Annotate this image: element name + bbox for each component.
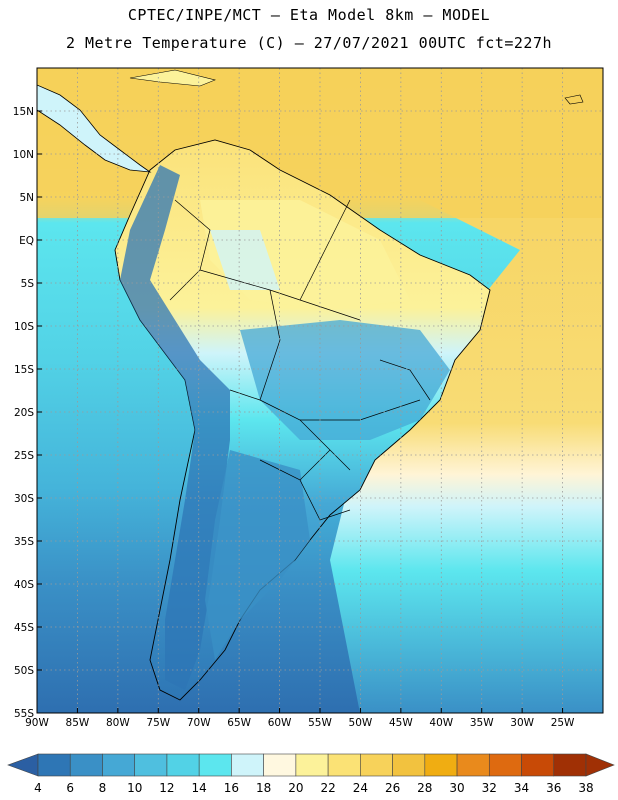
legend-tick-label: 26	[385, 781, 400, 795]
atlantic-ocean-field	[330, 68, 603, 713]
legend-tick-label: 36	[546, 781, 561, 795]
legend-tick-label: 18	[256, 781, 271, 795]
legend-color-box	[295, 753, 329, 777]
lon-label: 90W	[25, 717, 49, 729]
lon-label: 85W	[66, 717, 90, 729]
lat-label: 15S	[14, 364, 34, 376]
lat-label: 55S	[14, 708, 34, 720]
central-america-land	[37, 84, 152, 173]
legend-color-box	[102, 753, 136, 777]
lon-label: 25W	[551, 717, 575, 729]
legend-tick-label: 34	[514, 781, 529, 795]
legend-color-box	[37, 753, 71, 777]
legend-tick-label: 24	[353, 781, 368, 795]
caribbean-islands	[129, 69, 216, 87]
lon-label: 40W	[429, 717, 453, 729]
longitude-labels: 90W 85W 80W 75W 70W 65W 60W 55W 50W 45W 40W 35W 30W 2…	[25, 708, 575, 729]
legend-tick-label: 32	[482, 781, 497, 795]
lat-label: 35S	[14, 536, 34, 548]
lon-label: 35W	[470, 717, 494, 729]
legend-right-arrow	[585, 753, 615, 777]
legend-color-box	[424, 753, 458, 777]
legend-tick-label: 28	[417, 781, 432, 795]
lat-label: 10S	[14, 321, 34, 333]
legend-color-box	[553, 753, 587, 777]
lon-label: 50W	[349, 717, 373, 729]
legend-tick-label: 20	[288, 781, 303, 795]
legend-tick-label: 12	[159, 781, 174, 795]
country-borders	[169, 199, 431, 521]
legend-color-box	[263, 753, 297, 777]
legend-color-box	[231, 753, 264, 777]
lat-label: 30S	[14, 493, 34, 505]
legend-tick-label: 14	[192, 781, 207, 795]
legend-left-arrow	[7, 753, 39, 777]
legend-color-box	[198, 753, 232, 777]
legend-tick-label: 38	[578, 781, 593, 795]
legend-color-box	[327, 753, 361, 777]
legend-color-box	[521, 753, 555, 777]
legend-tick-label: 6	[66, 781, 74, 795]
legend-color-box	[392, 753, 426, 777]
map-title-line1: CPTEC/INPE/MCT — Eta Model 8km — MODEL	[127, 6, 491, 24]
latitude-labels: 15N 10N 5N EQ 5S 10S 15S 20S 25S 30S 35S 40S 45S 50S 5…	[13, 106, 42, 720]
legend-color-box	[134, 753, 168, 777]
lat-label: 10N	[13, 149, 34, 161]
central-brazil-region	[240, 320, 450, 440]
lat-label: 50S	[14, 665, 34, 677]
lon-label: 70W	[187, 717, 211, 729]
lat-label: 15N	[13, 106, 34, 118]
lat-label: 5S	[21, 278, 35, 290]
lon-label: 60W	[268, 717, 292, 729]
legend-color-box	[69, 753, 103, 777]
lat-label: 45S	[14, 622, 34, 634]
lon-label: 45W	[389, 717, 413, 729]
legend-tick-label: 4	[34, 781, 42, 795]
legend-tick-label: 16	[224, 781, 239, 795]
lat-label: 25S	[14, 450, 34, 462]
lon-label: 55W	[308, 717, 332, 729]
lat-label: EQ	[19, 235, 34, 247]
andes-cold-region	[120, 165, 230, 690]
legend-tick-label: 8	[99, 781, 107, 795]
lon-label: 65W	[227, 717, 251, 729]
lat-label: 20S	[14, 407, 34, 419]
lat-label: 40S	[14, 579, 34, 591]
lat-label: 5N	[19, 192, 34, 204]
legend-color-box	[166, 753, 200, 777]
legend-color-box	[456, 753, 490, 777]
map-canvas	[37, 68, 603, 713]
legend-tick-label: 22	[320, 781, 335, 795]
legend-tick-label: 10	[127, 781, 142, 795]
lon-label: 75W	[146, 717, 170, 729]
legend-color-box	[360, 753, 393, 777]
map-title-line2: 2 Metre Temperature (C) — 27/07/2021 00U…	[65, 34, 553, 52]
legend-color-box	[488, 753, 522, 777]
patagonia-region	[205, 450, 310, 660]
legend-tick-label: 30	[449, 781, 464, 795]
lon-label: 80W	[106, 717, 130, 729]
lon-label: 30W	[510, 717, 534, 729]
